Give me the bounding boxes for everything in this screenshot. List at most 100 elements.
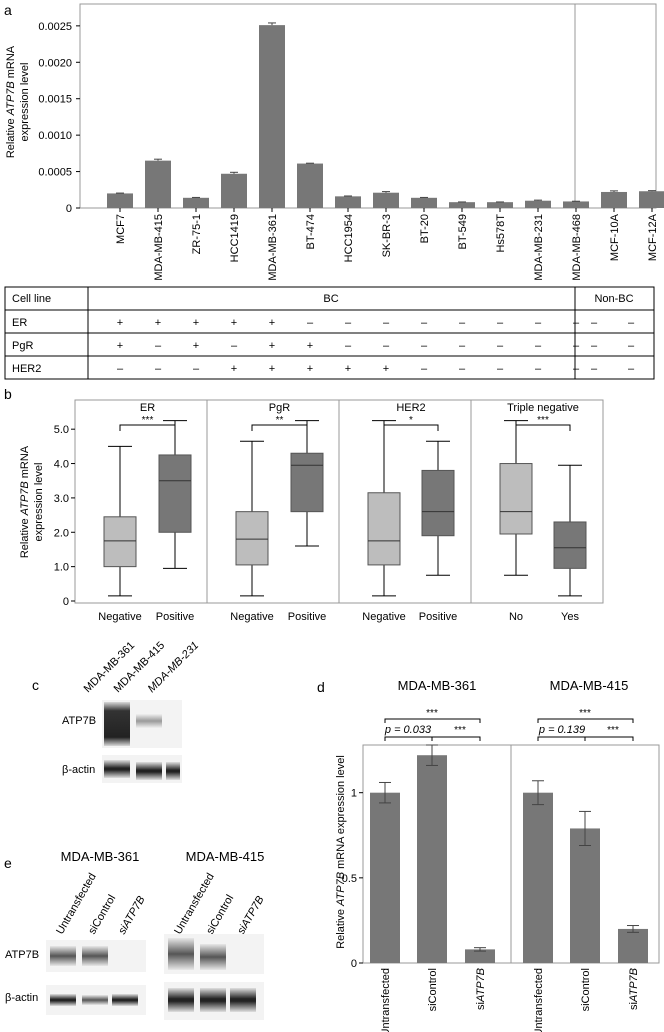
- c-band-bactin-231: [166, 762, 180, 780]
- a-xlabel-mcf7: MCF7: [115, 214, 127, 244]
- b-sig-bracket-er: [119, 424, 176, 431]
- table-cell-er-hcc1954: –: [345, 317, 352, 329]
- b-sig-pgr: **: [276, 415, 284, 426]
- d-bar-mda-mb-415-siatp7b: [618, 928, 648, 963]
- table-cell-er-mcf-10a: –: [591, 317, 598, 329]
- panel-label-e: e: [4, 855, 12, 871]
- table-cell-her2-bt-474: +: [307, 363, 313, 375]
- b-group-title-triple-negative: Triple negative: [507, 402, 579, 414]
- table-cell-her2-hs578t: –: [497, 363, 504, 375]
- a-bar-bt-549: [449, 202, 475, 208]
- table-cell-her2-zr-75-1: –: [193, 363, 200, 375]
- e-band-bactin-415-sicontrol: [200, 988, 226, 1012]
- e-title-415: MDA-MB-415: [186, 849, 265, 864]
- a-xlabel-sk-br-3: SK-BR-3: [381, 214, 393, 257]
- b-ytick-label: 1.0: [54, 562, 69, 574]
- table-cell-er-sk-br-3: –: [383, 317, 390, 329]
- table-cell-her2-bt-20: –: [421, 363, 428, 375]
- e-band-bactin-361-sicontrol: [82, 995, 108, 1005]
- panel-d-yticks: 00.51: [342, 788, 363, 970]
- a-xlabel-mda-mb-231: MDA-MB-231: [533, 214, 545, 281]
- d-bar-mda-mb-361-untransfected: [370, 792, 400, 963]
- b-xlabel-triple-negative-left: No: [509, 611, 523, 623]
- panel-a-table: Cell line BC Non-BC ER PgR HER2 + + + + + – – –…: [4, 286, 655, 380]
- c-row-label-atp7b: ATP7B: [62, 715, 96, 727]
- panel-a-yticks: 0 0.0005 0.0010 0.0015 0.0020 0.0025: [38, 21, 80, 215]
- b-ytick-label: 5.0: [54, 424, 69, 436]
- panel-a-xlabels: MCF7 MDA-MB-415 ZR-75-1 HCC1419 MDA-MB-361 BT…: [115, 208, 659, 281]
- a-bar-bt-474: [297, 163, 323, 208]
- table-cell-pgr-bt-549: –: [459, 340, 466, 352]
- table-cell-her2-bt-549: –: [459, 363, 466, 375]
- panel-e-lane-labels: Untransfected siControl siATP7B Untransf…: [54, 871, 266, 936]
- table-header-bc: BC: [323, 293, 338, 305]
- b-box-her2-positive: [421, 469, 455, 537]
- d-title-415: MDA-MB-415: [550, 678, 629, 693]
- a-bar-sk-br-3: [373, 192, 399, 208]
- e-lane-361-siatp7b: siATP7B: [116, 894, 147, 936]
- panel-e-blot: [46, 934, 264, 1020]
- e-lane-361-sicontrol: siControl: [86, 893, 118, 937]
- c-band-bactin-361: [104, 760, 130, 778]
- table-cell-pgr-hcc1954: –: [345, 340, 352, 352]
- a-xlabel-hcc1419: HCC1419: [229, 214, 241, 262]
- a-xlabel-bt-549: BT-549: [457, 214, 469, 249]
- b-sig-er: ***: [142, 415, 154, 426]
- d-sig-415-top: ***: [579, 708, 591, 719]
- table-cell-her2-hcc1419: +: [231, 363, 237, 375]
- table-cell-her2-mcf-12a: –: [628, 363, 635, 375]
- a-ytick-label: 0.0020: [38, 57, 72, 69]
- a-bar-mda-mb-231: [525, 200, 551, 208]
- a-xlabel-bt-20: BT-20: [419, 214, 431, 243]
- table-cell-pgr-mda-mb-415: –: [155, 340, 162, 352]
- panel-b-ylabel-line2: expression level: [33, 463, 45, 542]
- a-xlabel-zr-75-1: ZR-75-1: [191, 214, 203, 254]
- b-box-er-positive: [158, 454, 192, 533]
- b-xlabel-er-right: Positive: [156, 611, 195, 623]
- d-xlabel-mda-mb-361-untransfected: Untransfected: [380, 968, 392, 1032]
- table-cell-er-hcc1419: +: [231, 317, 237, 329]
- e-lane-415-siatp7b: siATP7B: [235, 894, 266, 936]
- a-bar-hcc1954: [335, 196, 361, 208]
- table-cell-pgr-bt-20: –: [421, 340, 428, 352]
- table-cell-pgr-sk-br-3: –: [383, 340, 390, 352]
- c-row-label-bactin: β-actin: [62, 764, 95, 776]
- table-cell-pgr-mda-mb-231: –: [535, 340, 542, 352]
- e-title-361: MDA-MB-361: [61, 849, 140, 864]
- b-sig-her2: *: [409, 415, 413, 426]
- b-box-er-negative: [103, 516, 137, 568]
- b-xlabel-pgr-left: Negative: [230, 611, 273, 623]
- d-xlabel-mda-mb-361-sicontrol: siControl: [427, 968, 439, 1011]
- d-bar-mda-mb-361-siatp7b: [465, 949, 495, 963]
- e-row-label-atp7b: ATP7B: [5, 949, 39, 961]
- a-ytick-label: 0.0015: [38, 94, 72, 106]
- table-cell-pgr-mcf7: +: [117, 340, 123, 352]
- b-xlabel-pgr-right: Positive: [288, 611, 327, 623]
- a-ytick-label: 0: [66, 203, 72, 215]
- panel-d-bars: [370, 744, 648, 963]
- table-header-cell-line: Cell line: [12, 293, 51, 305]
- panel-label-b: b: [4, 386, 12, 402]
- panel-label-a: a: [4, 2, 12, 18]
- b-xlabel-her2-left: Negative: [362, 611, 405, 623]
- d-bar-mda-mb-415-sicontrol: [570, 828, 600, 963]
- table-cell-her2-mcf7: –: [117, 363, 124, 375]
- table-cell-her2-mda-mb-468: –: [573, 363, 580, 375]
- panel-d-significance: *** p = 0.033 *** *** p = 0.139 ***: [384, 708, 634, 741]
- a-ytick-label: 0.0010: [38, 130, 72, 142]
- table-row-label-pgr: PgR: [12, 340, 33, 352]
- table-cell-er-hs578t: –: [497, 317, 504, 329]
- c-lane-label-mda-mb-361: MDA-MB-361: [82, 640, 138, 696]
- d-ytick-label: 0: [351, 958, 357, 970]
- a-xlabel-mda-mb-361: MDA-MB-361: [267, 214, 279, 281]
- a-ytick-label: 0.0005: [38, 167, 72, 179]
- panel-label-d: d: [317, 679, 325, 695]
- e-band-bactin-415-untransfected: [168, 988, 194, 1012]
- e-band-bactin-415-siatp7b: [230, 988, 256, 1012]
- d-title-361: MDA-MB-361: [398, 678, 477, 693]
- a-xlabel-bt-474: BT-474: [305, 214, 317, 249]
- d-sig-361-top: ***: [426, 708, 438, 719]
- table-row-label-her2: HER2: [12, 363, 41, 375]
